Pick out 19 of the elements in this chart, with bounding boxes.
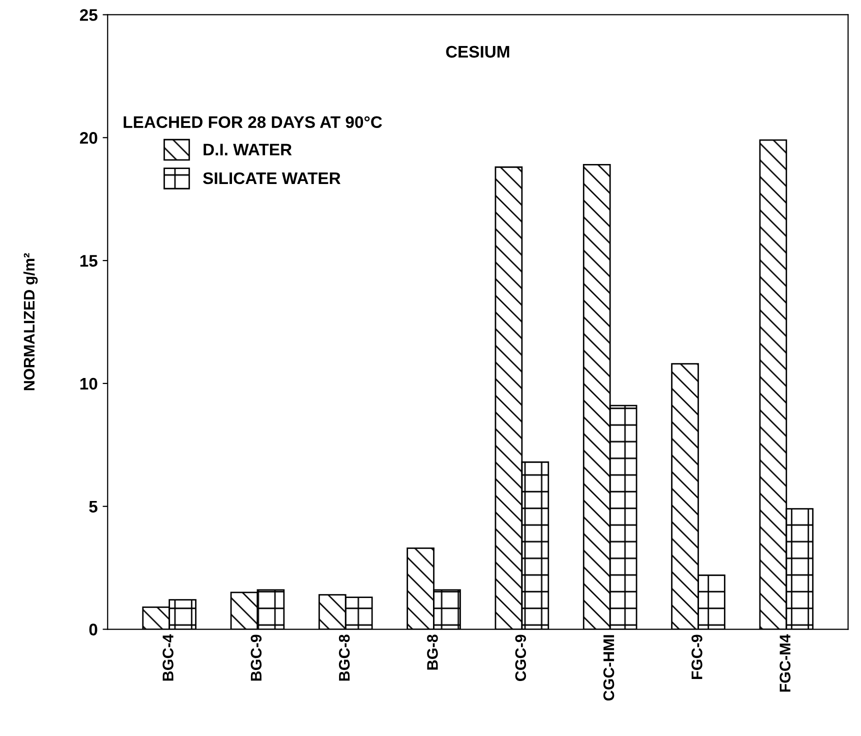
y-tick-label: 15 bbox=[80, 255, 98, 267]
x-tick-label: FGC-9 bbox=[692, 634, 702, 679]
legend-title: LEACHED FOR 28 DAYS AT 90°C bbox=[124, 116, 382, 128]
text: CESIUM bbox=[446, 46, 510, 58]
x-tick-label: CGC-9 bbox=[515, 634, 526, 682]
y-tick-label: 5 bbox=[89, 500, 98, 513]
x-tick-label: BG-8 bbox=[427, 634, 438, 670]
y-tick-label: 10 bbox=[80, 378, 98, 390]
x-tick-label: BGC-9 bbox=[250, 634, 262, 681]
legend-label: SILICATE WATER bbox=[203, 172, 340, 184]
y-tick-label: 0 bbox=[89, 624, 98, 636]
y-tick-label: 20 bbox=[80, 132, 98, 144]
x-tick-label: CGC-HMI bbox=[603, 635, 614, 701]
y-axis-title: NORMALIZED g/m² bbox=[23, 253, 38, 390]
x-tick-label: BGC-8 bbox=[338, 634, 350, 681]
x-tick-label: BGC-4 bbox=[162, 634, 174, 681]
x-tick-label: FGC-M4 bbox=[780, 634, 790, 692]
y-tick-label: 25 bbox=[80, 9, 98, 21]
legend-label: D.I. WATER bbox=[204, 144, 292, 156]
